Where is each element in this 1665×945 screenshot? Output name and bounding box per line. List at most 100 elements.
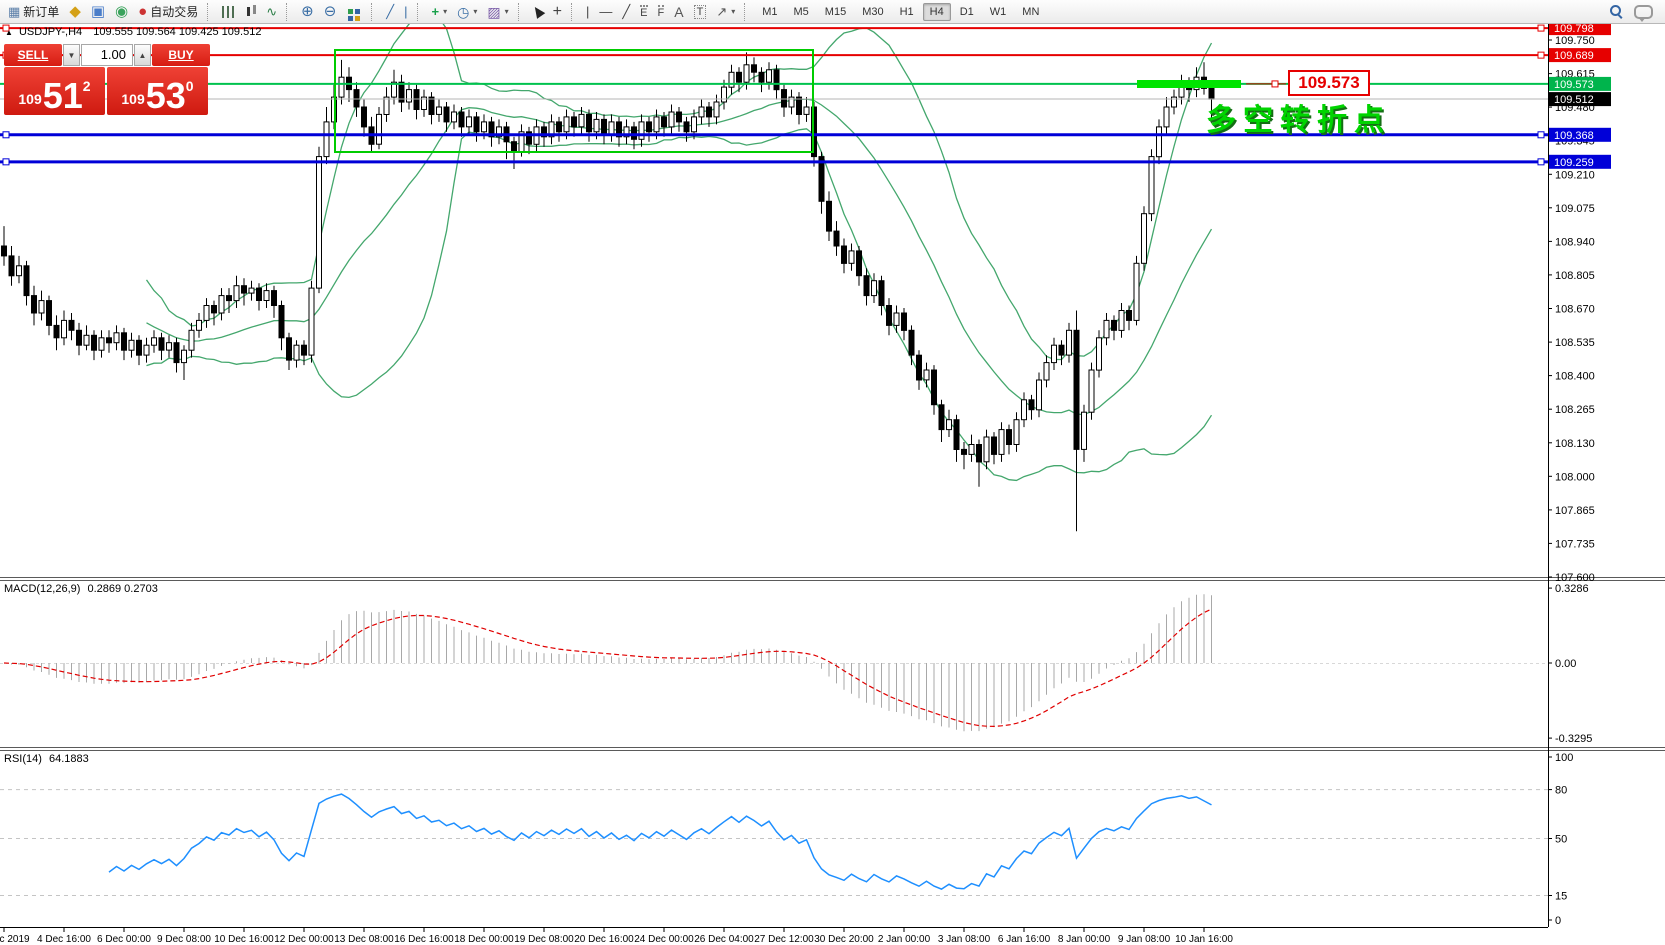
svg-text:9 Dec 08:00: 9 Dec 08:00 <box>157 934 211 945</box>
arrows-icon: ↗ <box>716 4 728 19</box>
svg-text:80: 80 <box>1555 785 1567 797</box>
macd-values: 0.2869 0.2703 <box>87 583 158 595</box>
arrows-button[interactable]: ↗ ▾ <box>712 2 739 22</box>
svg-text:10 Dec 16:00: 10 Dec 16:00 <box>214 934 274 945</box>
tab-w1[interactable]: W1 <box>989 5 1007 18</box>
svg-text:12 Dec 00:00: 12 Dec 00:00 <box>274 934 334 945</box>
chart-symbol-period: USDJPY-,H4 <box>18 26 83 38</box>
line-chart-icon: ∿ <box>266 4 278 19</box>
bar-chart-button[interactable] <box>218 2 239 22</box>
text-label-button[interactable]: T <box>690 2 711 22</box>
sell-price-big: 51 <box>42 75 83 117</box>
svg-text:109.368: 109.368 <box>1554 130 1594 142</box>
svg-text:4 Dec 16:00: 4 Dec 16:00 <box>37 934 91 945</box>
buy-button[interactable]: BUY <box>152 44 210 66</box>
svg-text:109.750: 109.750 <box>1555 35 1595 47</box>
text-button[interactable]: A <box>670 2 687 22</box>
sell-button[interactable]: SELL <box>4 44 62 66</box>
vertical-line-button[interactable]: | <box>582 2 593 22</box>
sell-price-box[interactable]: 109 51 2 <box>4 67 105 115</box>
svg-text:108.000: 108.000 <box>1555 471 1595 483</box>
tab-m1[interactable]: M1 <box>762 5 778 18</box>
autotrading-button[interactable]: ● 自动交易 <box>134 2 202 22</box>
cursor-button[interactable] <box>529 2 547 22</box>
search-icon <box>1609 4 1624 19</box>
turning-point-annotation[interactable]: 多空转折点 <box>1206 103 1391 138</box>
line-chart-button[interactable]: ∿ <box>262 2 281 22</box>
tab-m5[interactable]: M5 <box>793 5 809 18</box>
svg-text:18 Dec 00:00: 18 Dec 00:00 <box>454 934 514 945</box>
track-chart-button[interactable]: | <box>400 2 411 22</box>
horizontal-line-button[interactable]: — <box>595 2 616 22</box>
svg-text:108.400: 108.400 <box>1555 371 1595 383</box>
gem-button[interactable]: ◆ <box>65 2 85 22</box>
templates-button[interactable]: ▨ ▾ <box>483 2 512 22</box>
toolbar-separator <box>570 2 577 21</box>
equidistant-channel-button[interactable]: E <box>636 2 651 22</box>
chat-button[interactable] <box>1630 2 1657 22</box>
zoom-in-button[interactable]: ⊕ <box>297 2 318 22</box>
trendline-button[interactable]: ╱ <box>618 2 634 22</box>
periods-button[interactable]: ◷ ▾ <box>453 2 481 22</box>
dropdown-arrow-icon: ▾ <box>473 7 478 16</box>
trendline-icon: ╱ <box>622 4 631 19</box>
text-icon: A <box>674 3 684 20</box>
svg-text:50: 50 <box>1555 834 1567 846</box>
rsi-value: 64.1883 <box>48 753 89 765</box>
svg-text:108.940: 108.940 <box>1555 236 1595 248</box>
price-chart[interactable]: 109.750109.615109.480109.345109.210109.0… <box>0 24 1665 945</box>
signal-button[interactable]: ◉ <box>111 2 132 22</box>
terminal-icon: ▣ <box>90 3 106 20</box>
toolbar-separator <box>207 2 213 21</box>
svg-text:6 Jan 16:00: 6 Jan 16:00 <box>998 934 1051 945</box>
tab-mn[interactable]: MN <box>1022 5 1040 18</box>
svg-text:0.00: 0.00 <box>1555 658 1576 670</box>
toolbar-separator <box>517 2 524 21</box>
equidistant-channel-icon: E <box>640 4 648 19</box>
buy-price-box[interactable]: 109 53 0 <box>107 67 208 115</box>
rsi-name: RSI(14) <box>4 753 42 765</box>
chart-window: 109.750109.615109.480109.345109.210109.0… <box>0 24 1665 945</box>
crosshair-button[interactable]: + <box>549 2 566 22</box>
candlestick-chart-button[interactable] <box>241 2 260 22</box>
zoom-out-button[interactable]: ⊖ <box>320 2 341 22</box>
indicators-button[interactable]: + ▾ <box>428 2 452 22</box>
volume-increase-button[interactable]: ▲ <box>134 44 151 66</box>
vertical-line-icon: | <box>585 4 590 19</box>
svg-text:8 Jan 00:00: 8 Jan 00:00 <box>1058 934 1111 945</box>
svg-text:19 Dec 08:00: 19 Dec 08:00 <box>514 934 574 945</box>
fibonacci-button[interactable]: F <box>654 2 669 22</box>
svg-text:27 Dec 12:00: 27 Dec 12:00 <box>754 934 814 945</box>
fibonacci-icon: F <box>657 4 665 19</box>
chat-icon <box>1634 4 1653 22</box>
dropdown-arrow-icon: ▾ <box>731 7 736 16</box>
main-toolbar: ▦ 新订单 ◆ ▣ ◉ ● 自动交易 ∿ ⊕ ⊖ ╱ | + ▾ ◷ ▾ ▨ ▾… <box>0 0 1665 24</box>
tab-h1[interactable]: H1 <box>899 5 914 18</box>
templates-icon: ▨ <box>487 3 501 20</box>
tile-windows-button[interactable] <box>342 2 366 22</box>
new-order-button[interactable]: ▦ 新订单 <box>4 2 63 22</box>
periods-icon: ◷ <box>457 3 470 20</box>
tab-m15[interactable]: M15 <box>824 5 847 18</box>
svg-text:2 Jan 00:00: 2 Jan 00:00 <box>878 934 931 945</box>
buy-price-prefix: 109 <box>121 91 145 107</box>
tab-m30[interactable]: M30 <box>862 5 884 18</box>
auto-arrange-button[interactable]: ╱ <box>382 2 398 22</box>
svg-text:108.130: 108.130 <box>1555 438 1595 450</box>
terminal-button[interactable]: ▣ <box>87 2 109 22</box>
volume-input[interactable]: 1.00 <box>81 44 133 66</box>
cursor-icon <box>530 4 545 19</box>
svg-text:9 Jan 08:00: 9 Jan 08:00 <box>1118 934 1171 945</box>
tab-h4[interactable]: H4 <box>922 2 951 21</box>
rsi-label: RSI(14) 64.1883 <box>4 753 89 765</box>
crosshair-icon: + <box>552 2 562 20</box>
tab-d1[interactable]: D1 <box>959 5 974 18</box>
zoom-out-icon: ⊖ <box>323 3 337 20</box>
svg-text:108.805: 108.805 <box>1555 270 1595 282</box>
autotrading-icon: ● <box>138 3 148 20</box>
search-button[interactable] <box>1605 2 1628 22</box>
price-tag-109573[interactable]: 109.573 <box>1288 70 1370 96</box>
volume-decrease-button[interactable]: ▼ <box>63 44 80 66</box>
bar-chart-icon <box>222 5 236 18</box>
collapse-triangle-icon[interactable]: ▲ <box>5 28 13 37</box>
